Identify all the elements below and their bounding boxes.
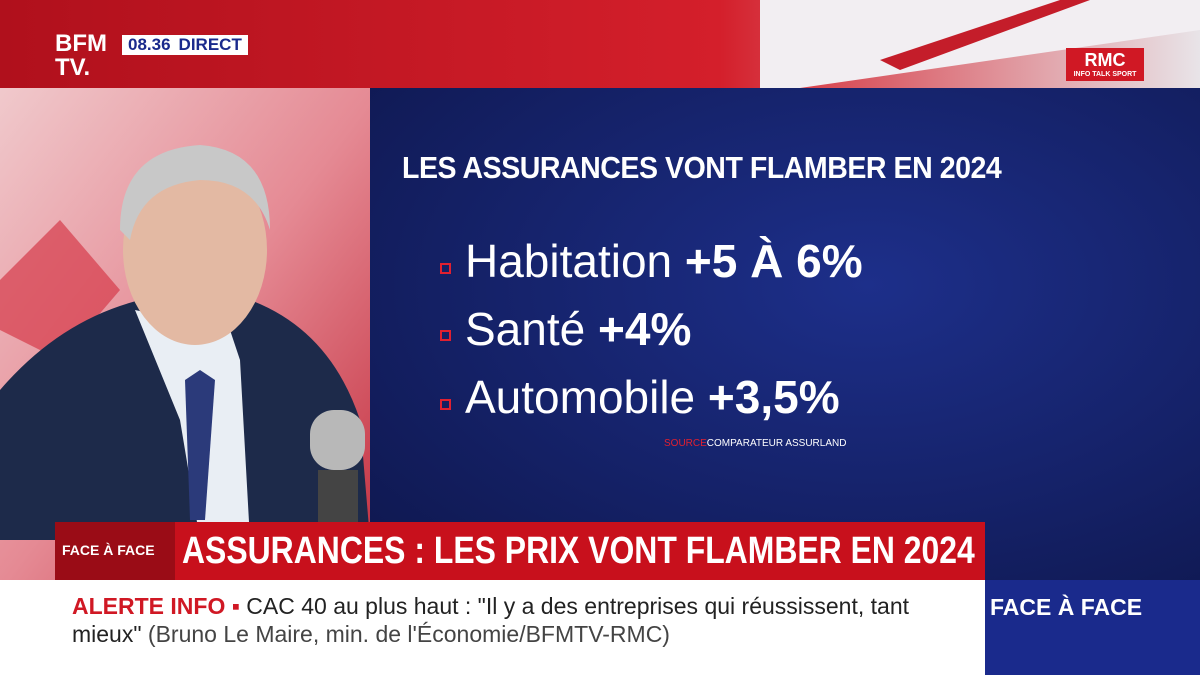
channel-logo: BFM TV. [55, 32, 107, 80]
ticker-label: ALERTE INFO ▪ [72, 593, 240, 619]
item-label: Santé [465, 303, 586, 355]
source-text: COMPARATEUR ASSURLAND [706, 438, 847, 449]
graphic-title: LES ASSURANCES VONT FLAMBER EN 2024 [402, 150, 1002, 185]
item-row: Habitation +5 À 6% [465, 233, 863, 301]
item-label: Habitation [465, 235, 673, 287]
item-value: +3,5% [707, 371, 840, 423]
clock-box: 08.36 DIRECT [122, 35, 248, 55]
ticker-text: CAC 40 au plus haut : "Il y a des entrep… [72, 593, 909, 647]
clock: 08.36 [128, 35, 171, 54]
item-value: +4% [598, 303, 692, 355]
ticker: ALERTE INFO ▪ CAC 40 au plus haut : "Il … [72, 592, 977, 648]
live-label: DIRECT [178, 35, 242, 54]
logo-bottom: TV. [55, 54, 91, 81]
ticker-attribution: (Bruno Le Maire, min. de l'Économie/BFMT… [147, 621, 670, 647]
headline: ASSURANCES : LES PRIX VONT FLAMBER EN 20… [182, 530, 975, 572]
item-row: Automobile +3,5% [465, 369, 863, 437]
show-logo: FACE À FACE [62, 542, 155, 558]
partner-tagline: INFO TALK SPORT [1073, 71, 1137, 78]
partner-name: RMC [1084, 50, 1126, 70]
logo-top: BFM [55, 30, 107, 57]
item-row: Santé +4% [465, 301, 863, 369]
program-name: FACE À FACE [990, 594, 1143, 620]
source-label: SOURCE [664, 438, 707, 449]
partner-logo: RMC INFO TALK SPORT [1066, 50, 1144, 79]
item-value: +5 À 6% [684, 235, 863, 287]
source-line: SOURCECOMPARATEUR ASSURLAND [664, 438, 846, 449]
item-list: Habitation +5 À 6% Santé +4% Automobile +3… [465, 233, 863, 437]
item-label: Automobile [465, 371, 696, 423]
